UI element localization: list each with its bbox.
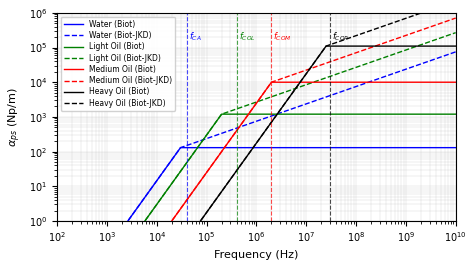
Heavy Oil (Biot-JKD) bbox=[368, 29, 374, 32]
Heavy Oil (Biot) bbox=[248, 149, 254, 152]
Text: $f_{COM}$: $f_{COM}$ bbox=[273, 30, 292, 43]
Heavy Oil (Biot-JKD) bbox=[453, 0, 458, 3]
Heavy Oil (Biot) bbox=[323, 45, 329, 48]
Text: $f_{COL}$: $f_{COL}$ bbox=[238, 30, 255, 43]
Line: Heavy Oil (Biot): Heavy Oil (Biot) bbox=[57, 46, 456, 267]
Y-axis label: $\alpha_{ps}$ (Np/m): $\alpha_{ps}$ (Np/m) bbox=[7, 87, 23, 147]
Legend: Water (Biot), Water (Biot-JKD), Light Oil (Biot), Light Oil (Biot-JKD), Medium O: Water (Biot), Water (Biot-JKD), Light Oi… bbox=[61, 17, 175, 111]
Light Oil (Biot) bbox=[441, 113, 447, 116]
Heavy Oil (Biot) bbox=[441, 45, 447, 48]
Line: Medium Oil (Biot-JKD): Medium Oil (Biot-JKD) bbox=[57, 18, 456, 267]
Water (Biot) bbox=[441, 146, 447, 149]
Water (Biot-JKD) bbox=[248, 121, 254, 125]
Line: Medium Oil (Biot): Medium Oil (Biot) bbox=[57, 82, 456, 267]
Light Oil (Biot) bbox=[453, 113, 458, 116]
Light Oil (Biot) bbox=[441, 113, 447, 116]
Medium Oil (Biot) bbox=[368, 81, 374, 84]
Line: Water (Biot): Water (Biot) bbox=[57, 148, 456, 267]
Medium Oil (Biot) bbox=[453, 81, 458, 84]
Water (Biot-JKD) bbox=[453, 50, 458, 53]
Medium Oil (Biot-JKD) bbox=[441, 21, 447, 24]
Line: Light Oil (Biot): Light Oil (Biot) bbox=[57, 114, 456, 267]
Water (Biot) bbox=[441, 146, 447, 149]
Light Oil (Biot-JKD) bbox=[441, 35, 447, 38]
Light Oil (Biot-JKD) bbox=[237, 106, 243, 109]
Water (Biot-JKD) bbox=[237, 125, 243, 128]
Water (Biot) bbox=[368, 146, 374, 149]
Light Oil (Biot-JKD) bbox=[248, 102, 254, 105]
Medium Oil (Biot) bbox=[237, 124, 243, 127]
Line: Light Oil (Biot-JKD): Light Oil (Biot-JKD) bbox=[57, 33, 456, 267]
Light Oil (Biot) bbox=[248, 113, 254, 116]
Water (Biot-JKD) bbox=[441, 54, 447, 57]
Water (Biot) bbox=[178, 146, 183, 149]
Medium Oil (Biot-JKD) bbox=[441, 21, 447, 24]
Heavy Oil (Biot) bbox=[368, 45, 374, 48]
Water (Biot) bbox=[453, 146, 458, 149]
Text: $f_{COP}$: $f_{COP}$ bbox=[332, 30, 349, 43]
Water (Biot) bbox=[248, 146, 254, 149]
Light Oil (Biot) bbox=[237, 113, 243, 116]
Medium Oil (Biot) bbox=[441, 81, 447, 84]
Line: Water (Biot-JKD): Water (Biot-JKD) bbox=[57, 52, 456, 267]
Medium Oil (Biot-JKD) bbox=[453, 17, 458, 20]
Heavy Oil (Biot-JKD) bbox=[248, 149, 254, 152]
Water (Biot-JKD) bbox=[368, 80, 374, 83]
Heavy Oil (Biot-JKD) bbox=[441, 3, 447, 7]
Light Oil (Biot-JKD) bbox=[368, 61, 374, 64]
Medium Oil (Biot) bbox=[441, 81, 447, 84]
Water (Biot-JKD) bbox=[441, 54, 447, 58]
X-axis label: Frequency (Hz): Frequency (Hz) bbox=[214, 250, 299, 260]
Line: Heavy Oil (Biot-JKD): Heavy Oil (Biot-JKD) bbox=[57, 1, 456, 267]
Medium Oil (Biot) bbox=[269, 81, 274, 84]
Heavy Oil (Biot) bbox=[453, 45, 458, 48]
Medium Oil (Biot-JKD) bbox=[368, 46, 374, 49]
Heavy Oil (Biot-JKD) bbox=[237, 164, 243, 167]
Medium Oil (Biot-JKD) bbox=[248, 109, 254, 112]
Water (Biot) bbox=[237, 146, 243, 149]
Light Oil (Biot-JKD) bbox=[441, 35, 447, 38]
Heavy Oil (Biot) bbox=[237, 164, 243, 167]
Text: $f_{CA}$: $f_{CA}$ bbox=[189, 30, 201, 43]
Heavy Oil (Biot-JKD) bbox=[441, 3, 447, 7]
Light Oil (Biot) bbox=[368, 113, 374, 116]
Medium Oil (Biot) bbox=[248, 109, 254, 112]
Medium Oil (Biot-JKD) bbox=[237, 124, 243, 127]
Light Oil (Biot-JKD) bbox=[453, 31, 458, 34]
Light Oil (Biot) bbox=[219, 113, 225, 116]
Heavy Oil (Biot) bbox=[441, 45, 447, 48]
